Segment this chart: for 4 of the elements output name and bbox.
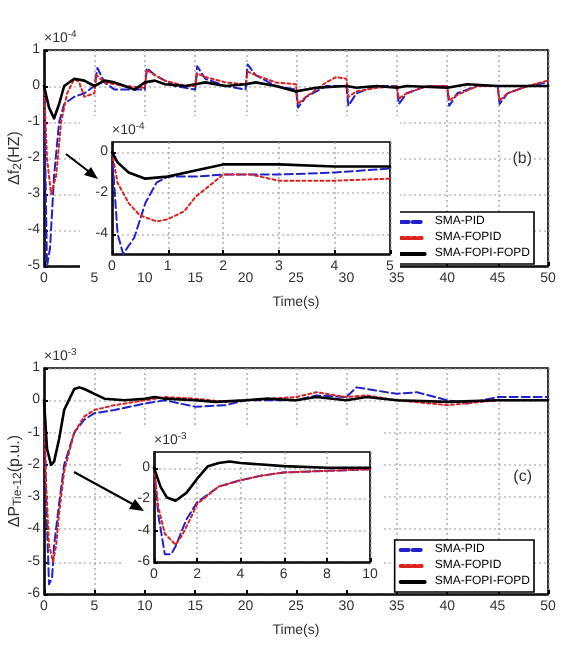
annotation: (b) [512,149,533,167]
line-series [111,151,391,223]
annotation: (c) [513,467,533,485]
line-series [43,68,549,195]
